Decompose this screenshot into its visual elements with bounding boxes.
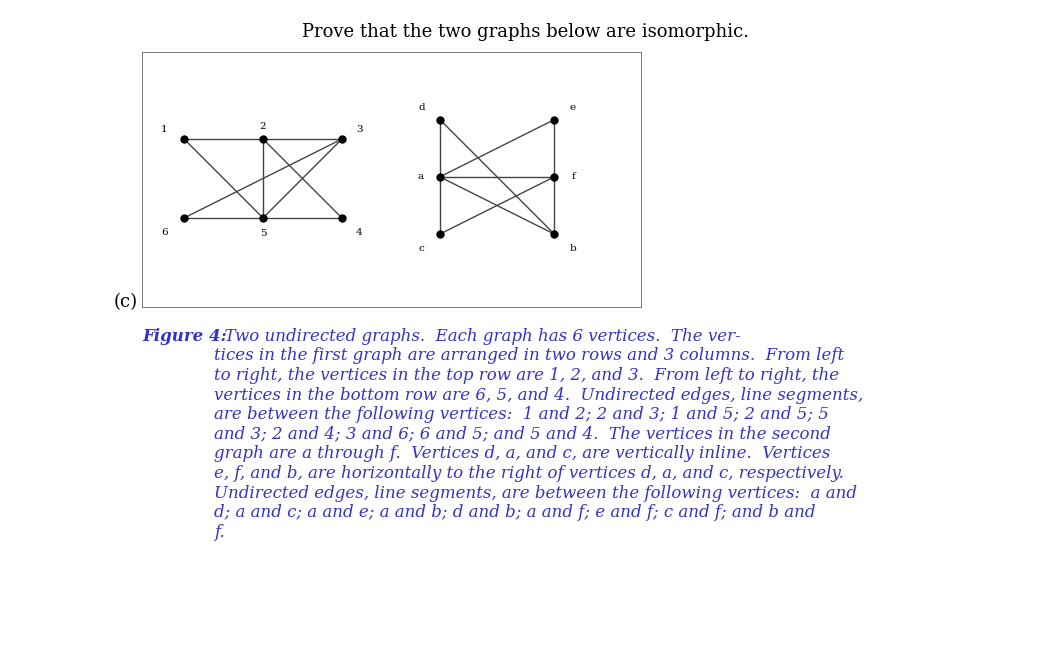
Text: 3: 3	[356, 125, 363, 134]
FancyBboxPatch shape	[142, 52, 642, 308]
Text: b: b	[569, 245, 576, 254]
Text: Two undirected graphs.  Each graph has 6 vertices.  The ver-
tices in the first : Two undirected graphs. Each graph has 6 …	[215, 328, 864, 541]
Text: 2: 2	[260, 122, 266, 131]
Text: Figure 4:: Figure 4:	[142, 328, 227, 345]
Text: Prove that the two graphs below are isomorphic.: Prove that the two graphs below are isom…	[302, 23, 750, 41]
Text: 6: 6	[161, 228, 167, 237]
Text: d: d	[419, 103, 425, 112]
Text: (c): (c)	[114, 293, 138, 311]
Text: 5: 5	[260, 229, 266, 238]
Text: e: e	[569, 103, 575, 112]
Text: c: c	[419, 245, 424, 254]
Text: f: f	[572, 173, 575, 181]
Text: 4: 4	[356, 228, 363, 237]
Text: 1: 1	[161, 125, 167, 134]
Text: a: a	[418, 173, 423, 181]
